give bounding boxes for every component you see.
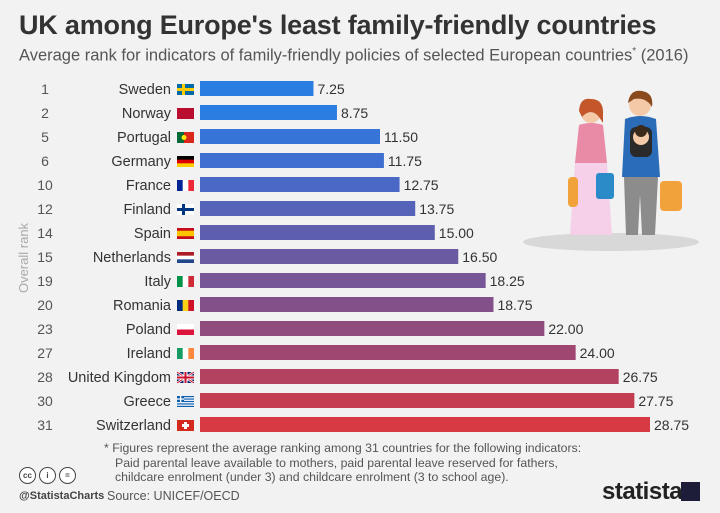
flag-icon [177,204,194,215]
flag-icon [176,370,195,385]
value-label: 18.75 [497,297,532,313]
category-label: United Kingdom [68,370,171,386]
category-label: Spain [134,226,171,242]
bar [200,177,400,192]
value-label: 7.25 [317,81,344,97]
footnote: * Figures represent the average ranking … [104,441,604,485]
rank-label: 19 [37,273,53,289]
subtitle-footnote-mark: * [632,46,637,57]
rank-label: 12 [37,201,53,217]
source-text: Source: UNICEF/OECD [107,489,240,503]
footnote-line-2: Paid parental leave available to mothers… [115,455,558,470]
social-handle[interactable]: @StatistaCharts [19,490,105,502]
flag-icon [177,156,194,167]
category-label: Germany [111,154,171,170]
rank-label: 28 [37,369,53,385]
flag-icon [177,276,194,287]
flag-icon [177,84,194,95]
bar [200,81,314,96]
category-label: Portugal [117,130,171,146]
bar [200,369,619,384]
flag-icon [177,228,194,239]
rank-label: 31 [37,417,53,433]
bar [200,297,494,312]
bar [200,105,337,120]
bar [200,153,384,168]
category-label: Finland [123,202,171,218]
subtitle-year: (2016) [636,46,689,65]
category-label: Greece [123,394,171,410]
value-label: 27.75 [638,393,673,409]
no-derivatives-icon[interactable]: = [59,467,76,484]
value-label: 8.75 [341,105,368,121]
statista-logo[interactable]: statista [602,478,683,505]
rank-label: 15 [37,249,53,265]
rank-label: 30 [37,393,53,409]
rank-label: 10 [37,177,53,193]
value-label: 11.50 [384,129,418,145]
rank-label: 27 [37,345,53,361]
value-label: 18.25 [490,273,525,289]
category-label: Netherlands [93,250,171,266]
category-label: Sweden [119,82,171,98]
statista-logo-icon [681,482,700,501]
value-label: 11.75 [388,153,422,169]
flag-icon [177,252,194,263]
rank-label: 1 [41,81,49,97]
category-label: Switzerland [96,418,171,434]
bar [200,345,576,360]
category-label: Poland [126,322,171,338]
value-label: 12.75 [404,177,439,193]
value-label: 24.00 [580,345,615,361]
subtitle-text: Average rank for indicators of family-fr… [19,46,633,65]
flag-icon [177,108,194,119]
creative-commons-icon[interactable]: cc [19,467,36,484]
value-label: 13.75 [419,201,454,217]
attribution-icon[interactable]: i [39,467,56,484]
flag-icon [177,180,194,191]
bar [200,249,459,264]
category-label: Norway [122,106,172,122]
chart-title: UK among Europe's least family-friendly … [19,10,657,40]
bar [200,393,635,408]
rank-label: 2 [41,105,49,121]
rank-label: 6 [41,153,49,169]
bar [200,417,650,432]
flag-icon [177,132,194,143]
category-label: France [126,178,171,194]
rank-label: 23 [37,321,53,337]
rank-label: 14 [37,225,53,241]
bar [200,201,416,216]
bar [200,129,380,144]
category-label: Romania [113,298,172,314]
value-label: 16.50 [462,249,497,265]
flag-icon [177,396,194,407]
flag-icon [177,324,194,335]
chart-subtitle: Average rank for indicators of family-fr… [19,46,688,66]
category-label: Ireland [127,346,171,362]
bar [200,225,435,240]
y-axis-label: Overall rank [16,222,31,293]
flag-icon [177,300,194,311]
footnote-line-3: childcare enrolment (under 3) and childc… [115,470,509,484]
rank-label: 20 [37,297,53,313]
footnote-line-1: * Figures represent the average ranking … [104,441,582,455]
flag-icon [177,348,194,359]
value-label: 22.00 [548,321,583,337]
flag-icon [177,420,194,431]
bar [200,321,545,336]
license-icons: cc i = [19,467,76,484]
value-label: 26.75 [623,369,658,385]
rank-label: 5 [41,129,49,145]
category-label: Italy [144,274,171,290]
value-label: 15.00 [439,225,474,241]
bar [200,273,486,288]
value-label: 28.75 [654,417,689,433]
family-illustration [523,90,699,251]
